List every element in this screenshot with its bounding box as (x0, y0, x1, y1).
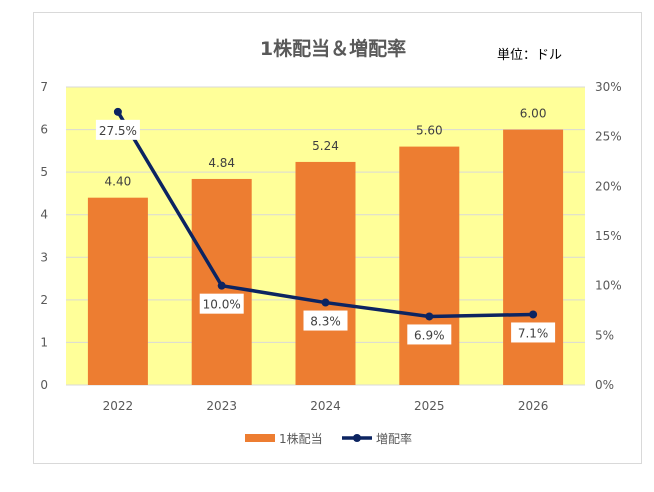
line-point (529, 310, 538, 319)
bar-data-label: 6.00 (520, 107, 547, 121)
line-data-label: 27.5% (99, 124, 137, 138)
bar (87, 197, 148, 385)
right-tick-label: 5% (595, 328, 614, 342)
left-tick-label: 2 (40, 293, 48, 307)
right-tick-label: 15% (595, 229, 622, 243)
line-point (321, 298, 330, 307)
chart-title: 1株配当＆増配率 (260, 37, 406, 60)
bar-data-label: 5.60 (416, 124, 443, 138)
bar (295, 161, 356, 385)
legend-line-marker (353, 434, 361, 442)
line-point (217, 281, 226, 290)
line-label-box (407, 324, 452, 345)
left-tick-label: 4 (40, 208, 48, 222)
left-tick-label: 7 (40, 80, 48, 94)
line-label-box (511, 322, 556, 343)
right-tick-label: 0% (595, 378, 614, 392)
line-data-label: 6.9% (414, 328, 445, 342)
left-tick-label: 3 (40, 250, 48, 264)
bar-data-label: 4.84 (208, 156, 235, 170)
right-tick-label: 20% (595, 179, 622, 193)
x-tick-label: 2026 (518, 399, 549, 413)
line-label-box (95, 119, 140, 140)
left-tick-label: 0 (40, 378, 48, 392)
line-data-label: 7.1% (518, 326, 549, 340)
left-tick-label: 5 (40, 165, 48, 179)
bar-data-label: 5.24 (312, 139, 339, 153)
line-point (113, 107, 122, 116)
line-point (425, 312, 434, 321)
bar (503, 129, 564, 385)
right-tick-label: 10% (595, 279, 622, 293)
legend-bar-label: 1株配当 (279, 431, 323, 446)
left-tick-label: 1 (40, 335, 48, 349)
x-tick-label: 2024 (310, 399, 341, 413)
bar-data-label: 4.40 (105, 175, 132, 189)
bar (399, 146, 460, 385)
left-tick-label: 6 (40, 123, 48, 137)
right-tick-label: 30% (595, 80, 622, 94)
line-data-label: 10.0% (203, 298, 241, 312)
legend-line-label: 増配率 (376, 431, 412, 446)
x-tick-label: 2023 (206, 399, 237, 413)
line-label-box (303, 310, 348, 331)
unit-note: 単位：ドル (497, 47, 562, 63)
right-tick-label: 25% (595, 130, 622, 144)
legend-bar-swatch (245, 434, 275, 442)
x-tick-label: 2022 (103, 399, 134, 413)
x-tick-label: 2025 (414, 399, 445, 413)
line-label-box (199, 293, 244, 314)
line-data-label: 8.3% (310, 315, 341, 329)
